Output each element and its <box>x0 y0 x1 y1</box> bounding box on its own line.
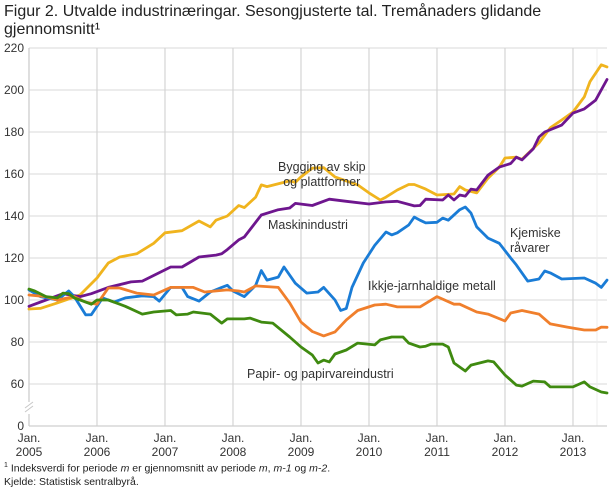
footnote-mark: 1 <box>4 462 8 469</box>
y-tick-label: 220 <box>4 41 24 55</box>
gridlines <box>28 47 607 427</box>
footnote-m1: m <box>120 462 130 475</box>
x-tick-label-year: 2010 <box>356 445 383 459</box>
label-kjemiske-line2: råvarer <box>510 241 550 255</box>
y-tick-label: 100 <box>4 293 24 307</box>
footnote: 1 Indeksverdi for periode m er gjennomsn… <box>4 462 330 475</box>
x-tick-label-year: 2012 <box>492 445 519 459</box>
label-ikkje-jarnhaldige: Ikkje-jarnhaldige metall <box>368 279 496 293</box>
y-tick-label: 120 <box>4 251 24 265</box>
x-tick-label-year: 2007 <box>152 445 179 459</box>
footnote-m3: m-1 <box>273 462 292 475</box>
label-bygging-line2: og plattformer <box>283 175 361 189</box>
series-line-3 <box>27 284 609 338</box>
x-tick-label-year: 2011 <box>424 445 450 459</box>
footnote-text-4: og <box>291 462 310 475</box>
x-tick-label-year: 2009 <box>288 445 315 459</box>
x-tick-label-month: Jan. <box>494 431 517 445</box>
footnote-text-2: er gjennomsnitt av periode <box>129 462 259 475</box>
footnote-text-1: Indeksverdi for periode <box>7 462 121 475</box>
label-papir: Papir- og papirvareindustri <box>247 367 394 381</box>
label-maskinindustri: Maskinindustri <box>268 218 348 232</box>
x-tick-label-year: 2006 <box>84 445 111 459</box>
series-line-1 <box>27 78 609 308</box>
x-tick-label-month: Jan. <box>86 431 109 445</box>
series-lines <box>27 63 609 395</box>
y-tick-label: 0 <box>17 419 24 433</box>
x-tick-label-year: 2013 <box>560 445 587 459</box>
y-tick-label: 200 <box>4 83 24 97</box>
y-tick-label: 80 <box>11 335 25 349</box>
chart-title: Figur 2. Utvalde industrinæringar. Seson… <box>4 3 542 38</box>
axis-break-mark <box>24 405 34 413</box>
footnote-text-5: . <box>327 462 331 475</box>
x-tick-label-month: Jan. <box>18 431 41 445</box>
x-tick-label-month: Jan. <box>154 431 177 445</box>
footnote-m2: m <box>258 462 268 475</box>
x-tick-label-month: Jan. <box>222 431 245 445</box>
source: Kjelde: Statistisk sentralbyrå. <box>4 476 139 488</box>
y-axis-ticks: 0 60 80 100 120 140 160 180 200 220 <box>4 41 24 433</box>
y-tick-label: 60 <box>11 377 25 391</box>
series-line-4 <box>27 287 609 395</box>
label-bygging: Bygging av skip og plattformer <box>278 160 366 190</box>
axis-break-mark <box>24 401 34 409</box>
x-tick-label-month: Jan. <box>358 431 381 445</box>
footnote-m4: m-2 <box>309 462 328 475</box>
y-tick-label: 160 <box>4 167 24 181</box>
x-tick-label-year: 2005 <box>16 445 43 459</box>
label-bygging-line1: Bygging av skip <box>278 160 366 174</box>
x-tick-label-month: Jan. <box>290 431 313 445</box>
x-tick-label-month: Jan. <box>562 431 585 445</box>
axis-break-icon <box>24 401 34 414</box>
series-line-2 <box>27 205 609 317</box>
y-tick-label: 180 <box>4 125 24 139</box>
label-kjemiske: Kjemiske råvarer <box>510 226 561 256</box>
x-tick-label-year: 2008 <box>220 445 247 459</box>
x-axis-ticks: Jan.2005Jan.2006Jan.2007Jan.2008Jan.2009… <box>16 431 587 459</box>
x-tick-label-month: Jan. <box>426 431 449 445</box>
axis-break-gap <box>25 402 33 414</box>
y-tick-label: 140 <box>4 209 24 223</box>
footnote-text-3: , <box>267 462 274 475</box>
label-kjemiske-line1: Kjemiske <box>510 226 561 240</box>
